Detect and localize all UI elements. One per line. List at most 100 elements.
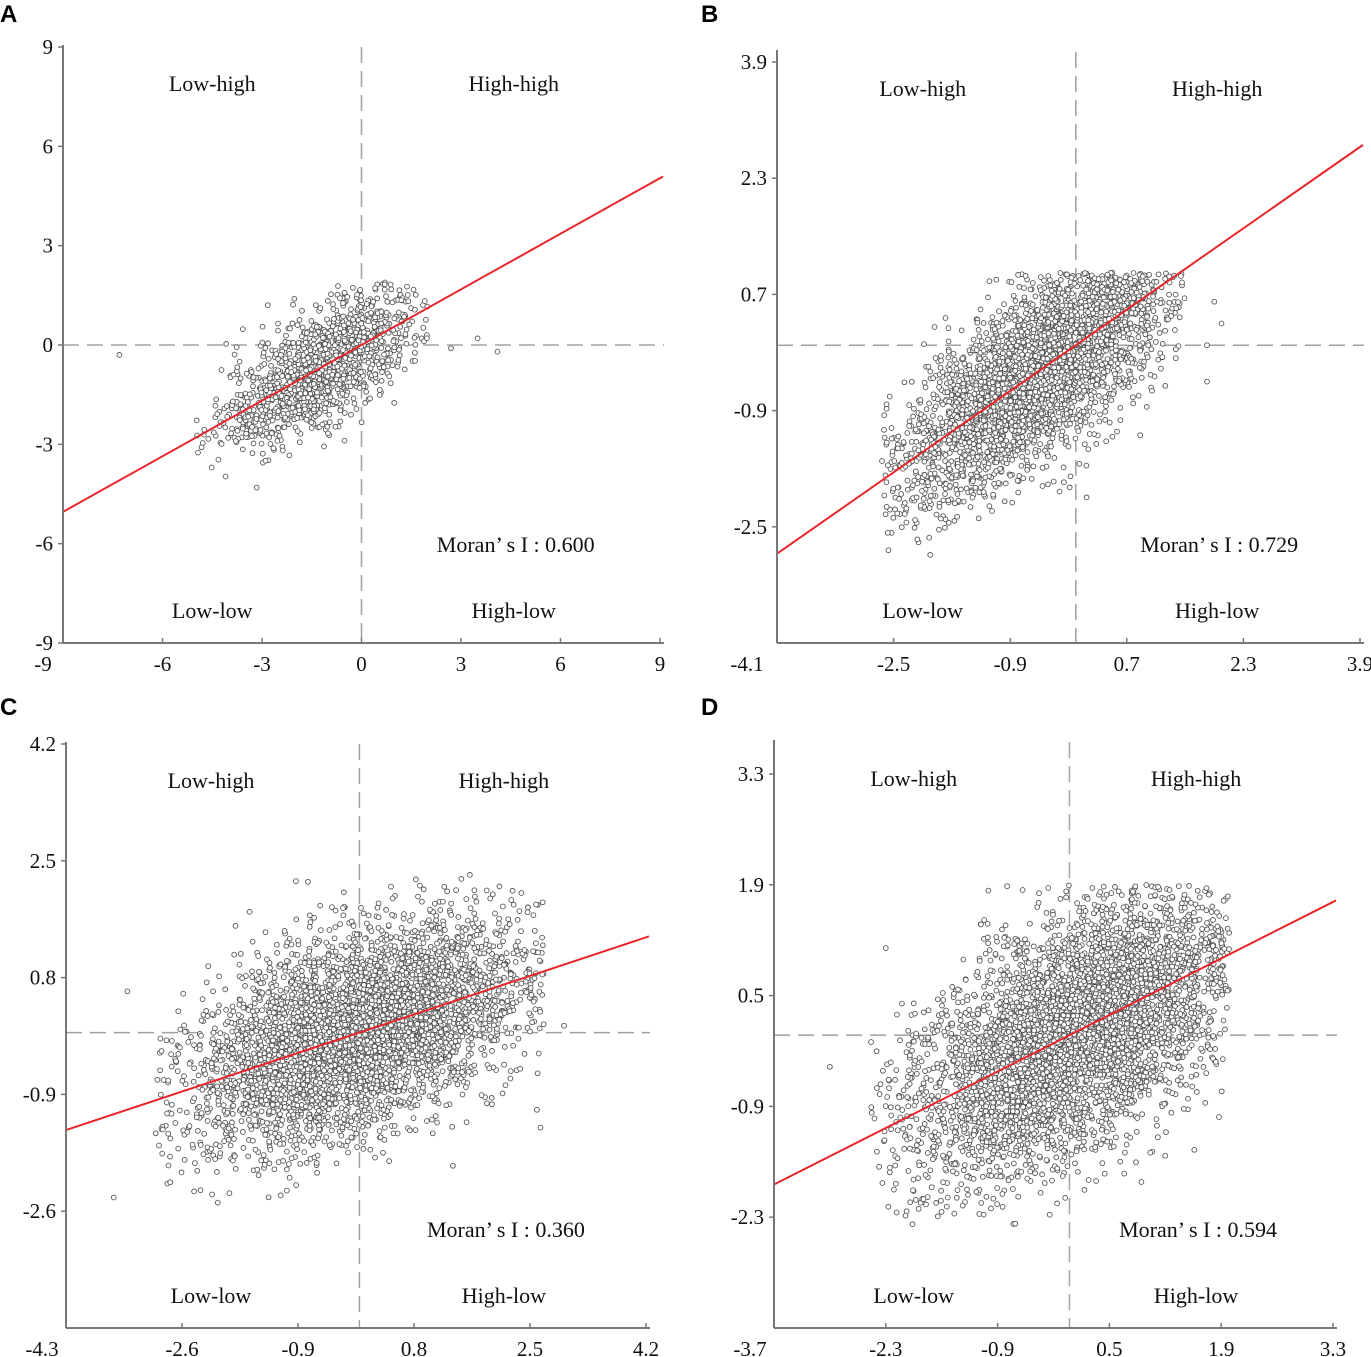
scatter-point	[341, 437, 348, 444]
scatter-point	[1034, 307, 1041, 313]
scatter-point	[1103, 438, 1110, 445]
scatter-point	[362, 400, 368, 406]
scatter-point	[410, 286, 417, 293]
scatter-point	[366, 353, 373, 360]
scatter-point	[1046, 342, 1052, 348]
scatter-point	[912, 426, 919, 433]
scatter-point	[926, 400, 932, 407]
scatter-point	[1082, 356, 1089, 362]
scatter-point	[883, 503, 890, 510]
scatter-point	[326, 333, 333, 340]
scatter-point	[1067, 302, 1074, 309]
panel-letter: B	[701, 1, 718, 28]
scatter-point	[1052, 369, 1058, 375]
scatter-point	[1007, 472, 1014, 479]
scatter-point	[992, 430, 999, 436]
scatter-point	[345, 320, 352, 327]
scatter-point	[330, 398, 337, 404]
scatter-point	[1109, 333, 1116, 340]
scatter-point	[982, 423, 989, 429]
scatter-point	[1150, 293, 1156, 300]
scatter-point	[267, 412, 273, 419]
scatter-point	[336, 381, 343, 388]
scatter-point	[291, 295, 298, 302]
scatter-point	[927, 492, 934, 499]
scatter-point	[1077, 393, 1084, 400]
scatter-point	[980, 320, 987, 326]
scatter-point	[998, 333, 1005, 339]
scatter-point	[274, 374, 280, 380]
y-tick-label: 6	[43, 134, 54, 158]
scatter-point	[976, 402, 983, 408]
scatter-point	[1043, 425, 1050, 431]
scatter-point	[341, 410, 348, 416]
scatter-point	[1021, 322, 1028, 329]
scatter-point	[890, 514, 897, 521]
y-tick-label: 2.3	[741, 166, 767, 190]
scatter-point	[1045, 330, 1052, 337]
scatter-point	[310, 381, 317, 387]
scatter-point	[881, 492, 888, 499]
scatter-point	[1002, 366, 1008, 373]
scatter-point	[365, 318, 372, 325]
scatter-point	[1005, 358, 1011, 364]
scatter-point	[384, 298, 391, 305]
scatter-point	[223, 341, 230, 347]
scatter-point	[268, 430, 275, 436]
scatter-point	[903, 519, 910, 526]
scatter-point	[381, 286, 388, 293]
scatter-point	[1126, 384, 1132, 390]
scatter-point	[945, 325, 952, 331]
scatter-point	[1000, 441, 1007, 448]
regression-line	[62, 175, 664, 513]
scatter-point	[290, 301, 296, 308]
scatter-point	[494, 348, 501, 355]
scatter-point	[1128, 289, 1135, 295]
panel-letter: C	[0, 694, 17, 721]
scatter-point	[961, 360, 968, 367]
scatter-point	[1020, 385, 1026, 392]
scatter-point	[323, 378, 329, 385]
scatter-point	[1007, 410, 1013, 417]
scatter-point	[279, 373, 285, 379]
scatter-point	[283, 332, 289, 339]
scatter-point	[1155, 271, 1162, 278]
scatter-point	[391, 315, 398, 322]
scatter-point	[1127, 320, 1134, 327]
scatter-point	[970, 450, 976, 456]
scatter-point	[1109, 433, 1116, 440]
scatter-point	[424, 335, 430, 342]
scatter-point	[974, 319, 981, 326]
scatter-point	[316, 370, 322, 376]
scatter-point	[1106, 419, 1113, 426]
scatter-point	[1021, 294, 1028, 301]
scatter-point	[991, 443, 997, 450]
scatter-point	[930, 412, 936, 419]
scatter-point	[350, 379, 357, 385]
scatter-point	[1027, 286, 1034, 293]
scatter-point	[305, 394, 311, 401]
scatter-point	[373, 379, 379, 385]
scatter-point	[958, 368, 965, 375]
scatter-point	[324, 373, 331, 380]
scatter-point	[1090, 352, 1097, 359]
scatter-point	[389, 362, 396, 369]
scatter-point	[894, 510, 901, 517]
scatter-point	[1145, 305, 1152, 312]
scatter-point	[212, 402, 219, 409]
scatter-point	[1092, 361, 1099, 367]
scatter-point	[396, 346, 402, 353]
scatter-point	[992, 412, 999, 419]
scatter-point	[286, 1174, 293, 1181]
scatter-point	[901, 511, 908, 517]
scatter-point	[935, 426, 942, 433]
scatter-point	[346, 374, 353, 381]
scatter-point	[1211, 298, 1218, 305]
scatter-point	[1135, 334, 1142, 340]
scatter-point	[992, 354, 999, 360]
scatter-point	[250, 374, 257, 381]
scatter-point	[1138, 321, 1145, 327]
scatter-point	[324, 316, 330, 323]
scatter-point	[1082, 419, 1089, 426]
scatter-point	[249, 974, 256, 980]
